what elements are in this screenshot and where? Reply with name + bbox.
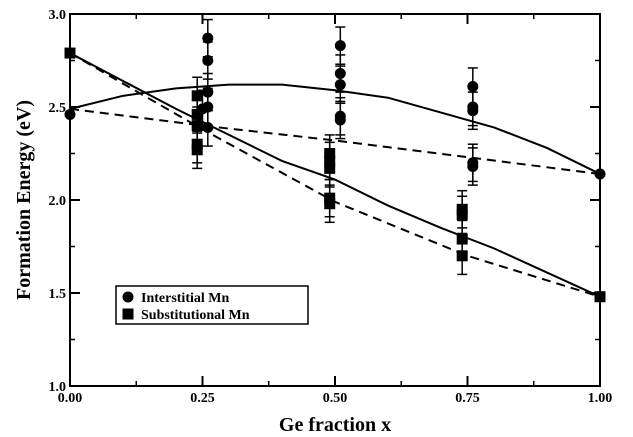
legend-marker-square [122, 308, 134, 320]
x-tick-labels: 0.00 0.25 0.50 0.75 1.00 [58, 391, 613, 406]
interstitial-point [202, 121, 214, 133]
x-tick-label: 0.00 [58, 391, 83, 406]
legend-label-substitutional: Substitutional Mn [141, 308, 250, 323]
x-tick-label: 0.50 [323, 391, 348, 406]
y-tick-label: 2.5 [49, 101, 67, 116]
substitutional-point [456, 233, 468, 245]
x-tick-label: 0.75 [455, 391, 480, 406]
substitutional-point [456, 209, 468, 221]
interstitial-point [334, 79, 346, 91]
fit-curves [69, 52, 601, 298]
substitutional-point [324, 155, 336, 167]
x-tick-label: 1.00 [588, 391, 613, 406]
legend-box [115, 285, 309, 325]
interstitial-point [202, 55, 214, 66]
substitutional-point [191, 108, 203, 120]
y-axis-label: Formation Energy (eV) [13, 100, 35, 300]
substitutional-point [324, 162, 336, 174]
x-axis-label: Ge fraction x [279, 414, 391, 436]
y-tick-label: 1.0 [49, 380, 67, 395]
substitutional-point [191, 138, 203, 150]
y-tick-label: 3.0 [49, 8, 67, 23]
legend-label-interstitial: Interstitial Mn [141, 291, 229, 306]
interstitial-point [467, 161, 479, 173]
solid-fit-curve-0 [69, 83, 601, 175]
substitutional-point [191, 90, 203, 102]
substitutional-point [324, 148, 336, 159]
substitutional-point [456, 203, 468, 215]
y-tick-label: 2.0 [49, 194, 67, 209]
legend-marker-circle [122, 291, 134, 303]
interstitial-point [202, 101, 214, 113]
interstitial-point [467, 81, 479, 93]
substitutional-point [456, 250, 468, 262]
interstitial-point [334, 40, 346, 52]
legend: Interstitial Mn Substitutional Mn [115, 285, 309, 325]
y-tick-label: 1.5 [49, 287, 67, 302]
substitutional-point [324, 198, 336, 210]
interstitial-point [202, 86, 214, 98]
interstitial-point [202, 32, 214, 44]
y-tick-labels: 1.0 1.5 2.0 2.5 3.0 [49, 8, 67, 395]
interstitial-point [334, 114, 346, 126]
interstitial-point [467, 105, 479, 117]
axis-ticks [69, 13, 601, 387]
x-tick-label: 0.25 [190, 391, 215, 406]
error-bars [192, 18, 478, 276]
interstitial-point [334, 68, 346, 80]
substitutional-point [191, 120, 203, 132]
solid-fit-curve-1 [69, 52, 601, 298]
substitutional-point [191, 144, 203, 156]
substitutional-point [324, 192, 336, 204]
